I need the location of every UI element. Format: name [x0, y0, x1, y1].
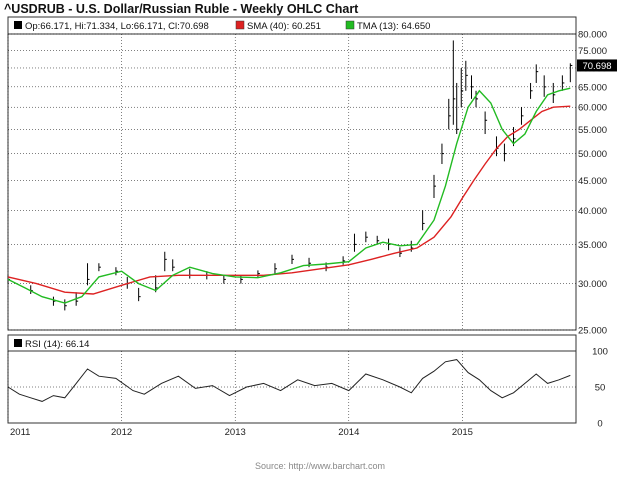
price-panel [7, 33, 577, 331]
rsi-y-axis: 0 50 100 [592, 347, 608, 430]
tma-legend-swatch [345, 20, 355, 30]
rsi-legend-label: RSI (14): 66.14 [25, 339, 89, 350]
price-y-tick-label: 45.000 [578, 176, 607, 187]
rsi-y-tick-label: 50 [595, 383, 606, 394]
ohlc-legend-label: Op:66.171, Hi:71.334, Lo:66.171, Cl:70.6… [25, 21, 209, 32]
price-y-axis: 25.000 30.000 35.000 40.000 45.000 50.000 55.0… [578, 30, 607, 337]
sma-legend-label: SMA (40): 60.251 [247, 21, 321, 32]
price-legend-bar [7, 16, 577, 35]
price-y-tick-label: 60.000 [578, 103, 607, 114]
price-y-tick-label: 55.000 [578, 125, 607, 136]
price-y-tick-label: 25.000 [578, 326, 607, 337]
sma-legend-swatch [235, 20, 245, 30]
last-price-marker: 70.698 [577, 59, 617, 72]
tma-series-line [7, 87, 571, 304]
price-y-tick-label: 50.000 [578, 149, 607, 160]
x-tick-label: 2012 [111, 427, 132, 438]
price-y-tick-label: 65.000 [578, 82, 607, 93]
tma-legend-label: TMA (13): 64.650 [357, 21, 430, 32]
last-price-label: 70.698 [582, 61, 611, 72]
price-y-tick-label: 80.000 [578, 30, 607, 41]
price-legend: Op:66.171, Hi:71.334, Lo:66.171, Cl:70.6… [14, 20, 430, 32]
x-axis: 2011 2012 2013 2014 2015 [10, 427, 473, 438]
rsi-legend-swatch [14, 339, 22, 347]
source-note: Source: http://www.barchart.com [254, 461, 386, 471]
price-y-tick-label: 40.000 [578, 206, 607, 217]
price-y-tick-label: 75.000 [578, 46, 607, 57]
price-y-tick-label: 30.000 [578, 279, 607, 290]
rsi-series-line [7, 359, 571, 402]
ohlc-legend-swatch [14, 21, 22, 29]
x-tick-label: 2011 [10, 427, 30, 438]
price-y-tick-label: 35.000 [578, 240, 607, 251]
rsi-panel [7, 350, 577, 424]
rsi-y-tick-label: 0 [597, 419, 602, 430]
rsi-legend-bar [7, 334, 577, 352]
ohlc-bars [7, 40, 573, 311]
rsi-y-tick-label: 100 [592, 347, 608, 358]
x-tick-label: 2013 [225, 427, 246, 438]
x-tick-label: 2014 [338, 427, 359, 438]
x-tick-label: 2015 [452, 427, 473, 438]
chart-title: ^USDRUB - U.S. Dollar/Russian Ruble - We… [4, 2, 359, 16]
